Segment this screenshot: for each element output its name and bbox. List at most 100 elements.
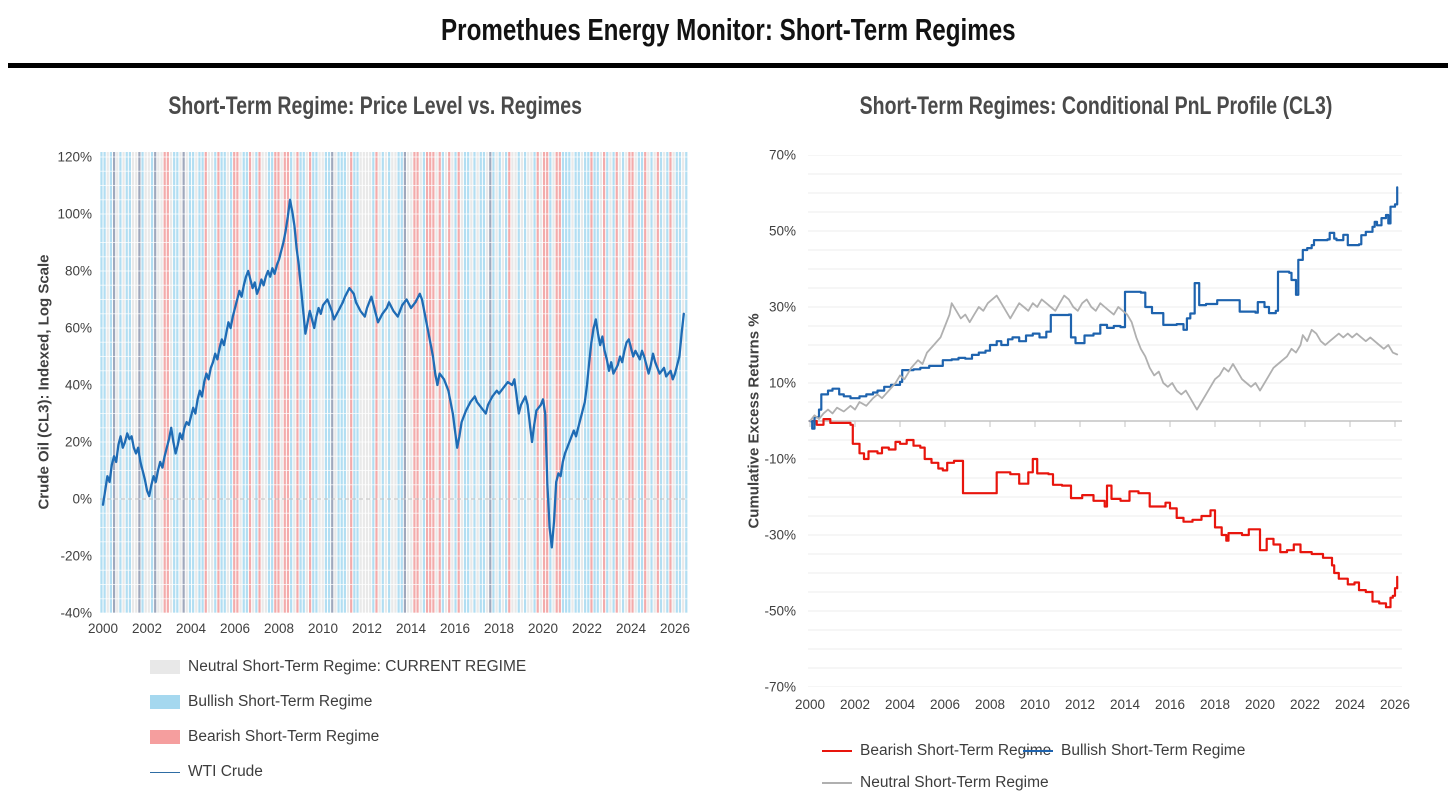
regime-band bbox=[141, 152, 144, 613]
x-tick-label: 2024 bbox=[1334, 697, 1366, 712]
legend-label: Neutral Short-Term Regime: CURRENT REGIM… bbox=[188, 658, 527, 675]
regime-band bbox=[378, 152, 381, 613]
regime-band bbox=[365, 152, 369, 613]
regime-band bbox=[419, 152, 422, 613]
regime-band bbox=[128, 152, 131, 613]
regime-band bbox=[220, 152, 223, 613]
regime-band bbox=[397, 152, 400, 613]
x-tick-label: 2014 bbox=[395, 621, 427, 636]
x-tick-label: 2010 bbox=[307, 621, 339, 636]
regime-band bbox=[252, 152, 255, 613]
x-tick-label: 2002 bbox=[131, 621, 163, 636]
regime-band bbox=[100, 152, 103, 613]
regime-band bbox=[337, 152, 340, 613]
regime-band bbox=[296, 152, 299, 613]
regime-band bbox=[561, 152, 565, 613]
regime-band bbox=[271, 152, 274, 613]
y-tick-label: 30% bbox=[768, 299, 796, 315]
regime-band bbox=[198, 152, 201, 613]
regime-band bbox=[331, 152, 334, 613]
regime-band bbox=[590, 152, 593, 613]
regime-band bbox=[299, 152, 302, 613]
regime-band bbox=[577, 152, 580, 613]
x-tick-label: 2020 bbox=[527, 621, 559, 636]
regime-band bbox=[150, 152, 154, 613]
legend-swatch bbox=[150, 695, 180, 709]
regime-band bbox=[138, 152, 141, 613]
legend-item: WTI Crude bbox=[150, 762, 263, 782]
regime-band bbox=[258, 152, 261, 613]
regime-band bbox=[391, 152, 394, 613]
y-tick-label: 10% bbox=[768, 375, 796, 391]
regime-band bbox=[350, 152, 353, 613]
regime-band bbox=[596, 152, 599, 613]
regime-band bbox=[286, 152, 290, 613]
x-tick-label: 2000 bbox=[87, 621, 119, 636]
regime-band bbox=[166, 152, 169, 613]
x-tick-label: 2026 bbox=[659, 621, 691, 636]
regime-band bbox=[169, 152, 173, 613]
regime-band bbox=[675, 152, 678, 613]
y-tick-label: -40% bbox=[60, 605, 92, 621]
regime-band bbox=[185, 152, 188, 613]
x-tick-label: 2008 bbox=[974, 697, 1006, 712]
regime-band bbox=[669, 152, 672, 613]
regime-band bbox=[501, 152, 505, 613]
regime-band bbox=[381, 152, 384, 613]
regime-band bbox=[549, 152, 552, 613]
regime-band bbox=[327, 152, 331, 613]
regime-band bbox=[362, 152, 365, 613]
regime-band bbox=[407, 152, 410, 613]
regime-band bbox=[457, 152, 460, 613]
right-y-axis-title: Cumulative Excess Returns % bbox=[745, 313, 763, 529]
regime-band bbox=[571, 152, 574, 613]
regime-band bbox=[147, 152, 150, 613]
regime-band bbox=[226, 152, 229, 613]
regime-band bbox=[413, 152, 416, 613]
regime-band bbox=[375, 152, 378, 613]
regime-bands-group bbox=[100, 152, 688, 613]
regime-band bbox=[144, 152, 147, 613]
regime-band bbox=[520, 152, 523, 613]
regime-band bbox=[546, 152, 549, 613]
regime-band bbox=[290, 152, 293, 613]
regime-band bbox=[122, 152, 125, 613]
regime-band bbox=[315, 152, 318, 613]
regime-band bbox=[612, 152, 615, 613]
regime-band bbox=[659, 152, 663, 613]
regime-band bbox=[539, 152, 542, 613]
x-tick-label: 2024 bbox=[615, 621, 647, 636]
regime-band bbox=[606, 152, 609, 613]
y-tick-label: -30% bbox=[764, 527, 796, 543]
regime-band bbox=[454, 152, 457, 613]
regime-band bbox=[682, 152, 685, 613]
regime-band bbox=[201, 152, 204, 613]
right-plot bbox=[808, 155, 1402, 687]
regime-band bbox=[429, 152, 432, 613]
regime-band bbox=[523, 152, 527, 613]
regime-band bbox=[448, 152, 451, 613]
price-regime-plot-svg bbox=[100, 152, 688, 613]
x-tick-label: 2018 bbox=[1199, 697, 1231, 712]
regime-band bbox=[173, 152, 176, 613]
regime-band bbox=[192, 152, 195, 613]
regime-band bbox=[678, 152, 682, 613]
y-tick-label: 80% bbox=[64, 263, 92, 279]
regime-band bbox=[245, 152, 248, 613]
x-tick-label: 2006 bbox=[219, 621, 251, 636]
regime-band bbox=[394, 152, 397, 613]
pnl-profile-chart-panel: Short-Term Regimes: Conditional PnL Prof… bbox=[740, 80, 1452, 810]
regime-band bbox=[609, 152, 612, 613]
legend-item: Bearish Short-Term Regime bbox=[150, 727, 379, 747]
regime-band bbox=[663, 152, 666, 613]
regime-band bbox=[255, 152, 258, 613]
regime-band bbox=[584, 152, 587, 613]
legend-line-swatch bbox=[822, 750, 852, 752]
legend-line-swatch bbox=[1023, 750, 1053, 752]
page-title: Promethues Energy Monitor: Short-Term Re… bbox=[440, 12, 1016, 47]
regime-band bbox=[280, 152, 283, 613]
regime-band bbox=[416, 152, 419, 613]
regime-band bbox=[309, 152, 312, 613]
y-tick-label: 20% bbox=[64, 434, 92, 450]
